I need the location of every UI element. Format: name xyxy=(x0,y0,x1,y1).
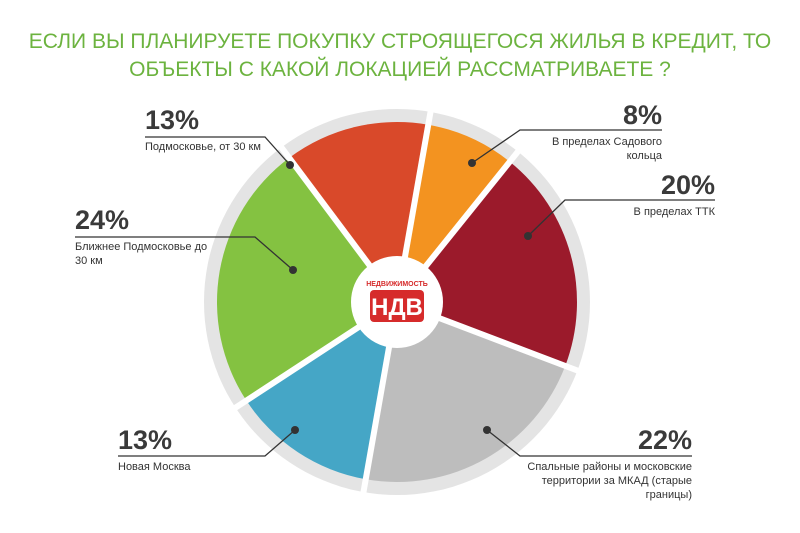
leader-line xyxy=(75,236,294,271)
category-label: Подмосковье, от 30 км xyxy=(145,141,261,153)
leader-dot xyxy=(291,426,299,434)
value-label: 24% xyxy=(75,205,130,235)
category-label: Новая Москва xyxy=(118,461,191,473)
leader-dot xyxy=(524,232,532,240)
label-group: 24% Ближнее Подмосковье до 30 км xyxy=(75,205,215,268)
leader-dot xyxy=(286,161,294,169)
category-label: Спальные районы и московские территории … xyxy=(527,461,692,501)
leader-line xyxy=(471,129,662,164)
pie-slice xyxy=(246,302,397,480)
label-group: 8% В пределах Садового кольца xyxy=(532,100,662,163)
value-label: 22% xyxy=(637,425,692,455)
value-label: 8% xyxy=(622,100,662,130)
chart-title: ЕСЛИ ВЫ ПЛАНИРУЕТЕ ПОКУПКУ СТРОЯЩЕГОСЯ Ж… xyxy=(28,30,772,81)
value-label: 20% xyxy=(660,170,715,200)
label-group: 20% В пределах ТТК xyxy=(605,170,715,219)
leader-line xyxy=(145,136,291,166)
leader-dot xyxy=(289,266,297,274)
pie-slice xyxy=(216,157,397,401)
category-label: В пределах ТТК xyxy=(633,206,715,218)
value-label: 13% xyxy=(145,105,200,135)
leader-dot xyxy=(468,159,476,167)
logo-badge xyxy=(370,290,424,322)
category-label: Ближнее Подмосковье до 30 км xyxy=(75,241,208,267)
label-group: 22% Спальные районы и московские территор… xyxy=(502,425,692,502)
label-group: 13% Подмосковье, от 30 км xyxy=(145,105,295,154)
leader-dot xyxy=(483,426,491,434)
category-label: В пределах Садового кольца xyxy=(551,136,662,162)
logo-text: НДВ xyxy=(371,294,423,321)
value-label: 13% xyxy=(118,425,173,455)
leader-line xyxy=(486,429,692,457)
pie-slice xyxy=(397,124,510,302)
pie-slice xyxy=(397,161,577,366)
label-group: 13% Новая Москва xyxy=(118,425,258,474)
leader-line xyxy=(527,199,715,237)
leader-line xyxy=(118,429,296,457)
logo-caption: НЕДВИЖИМОСТЬ xyxy=(366,281,428,288)
